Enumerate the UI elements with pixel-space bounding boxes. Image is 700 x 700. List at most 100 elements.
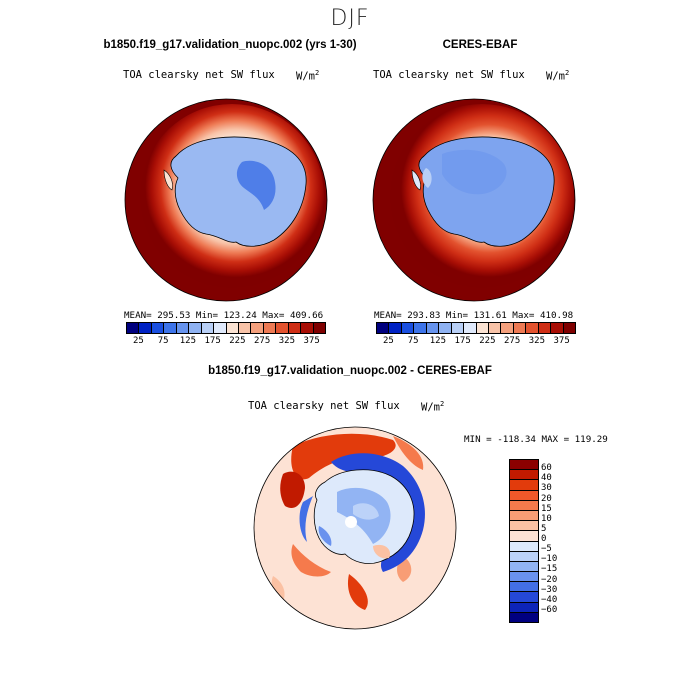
diff-panel-variable-label: TOA clearsky net SW flux xyxy=(248,400,400,412)
panel-2-colorbar-tick-label: 375 xyxy=(553,336,570,346)
diff-colorbar-swatch xyxy=(510,582,538,593)
panel-2-colorbar-tick-label: 175 xyxy=(454,336,471,346)
panel-1-colorbar-tick-label: 275 xyxy=(253,336,271,346)
panel-1-variable-label: TOA clearsky net SW flux xyxy=(123,69,275,81)
panel-1-colorbar-swatch xyxy=(226,323,239,333)
panel-2-map xyxy=(372,98,576,302)
panel-2-colorbar-tick-label: 125 xyxy=(429,336,446,346)
panel-1-colorbar-tick-label: 175 xyxy=(204,336,221,346)
panel-1-colorbar-swatch xyxy=(127,323,140,333)
diff-panel-colorbar xyxy=(509,459,539,623)
diff-panel-map xyxy=(253,426,457,630)
diff-colorbar-swatch xyxy=(510,460,538,471)
diff-colorbar-swatch xyxy=(510,531,538,542)
panel-1-colorbar-swatch xyxy=(238,323,252,333)
panel-1-colorbar-swatch xyxy=(251,323,264,333)
panel-1-colorbar xyxy=(126,322,326,334)
panel-2-colorbar-swatch xyxy=(501,323,514,333)
panel-1-colorbar-swatch xyxy=(288,323,302,333)
diff-colorbar-tick-label: 0 xyxy=(541,534,547,544)
panel-1-colorbar-tick-label: 25 xyxy=(132,336,144,346)
panel-1-colorbar-swatch xyxy=(164,323,177,333)
diff-colorbar-tick-label: 30 xyxy=(541,483,552,494)
panel-2-colorbar-swatch xyxy=(389,323,402,333)
diff-panel-stats: MIN = -118.34 MAX = 119.29 xyxy=(464,434,608,445)
diff-colorbar-swatch xyxy=(510,561,538,573)
panel-1-colorbar-labels: 25 75 125 175 225 275 325 375 xyxy=(126,336,324,348)
panel-1-title: b1850.f19_g17.validation_nuopc.002 (yrs … xyxy=(103,39,357,51)
panel-2-units: W/m2 xyxy=(546,69,570,83)
season-title: DJF xyxy=(330,6,370,31)
panel-2-colorbar-swatch xyxy=(414,323,427,333)
diff-panel-units: W/m2 xyxy=(421,400,445,414)
panel-1-colorbar-tick-label: 225 xyxy=(229,336,246,346)
panel-2-colorbar-swatch xyxy=(401,323,415,333)
panel-1-colorbar-swatch xyxy=(189,323,202,333)
panel-1-map xyxy=(124,98,328,302)
panel-2-colorbar-labels: 25 75 125 175 225 275 325 375 xyxy=(376,336,574,348)
diff-colorbar-swatch xyxy=(510,510,538,522)
panel-2-colorbar-swatch xyxy=(426,323,440,333)
diff-colorbar-swatch xyxy=(510,541,538,552)
panel-2-colorbar-swatch xyxy=(439,323,452,333)
panel-2-colorbar-swatch xyxy=(526,323,539,333)
diff-colorbar-tick-label: −40 xyxy=(541,594,558,605)
diff-colorbar-tick-label: −20 xyxy=(541,574,558,585)
diff-colorbar-tick-label: 5 xyxy=(541,523,547,534)
panel-1-colorbar-tick-label: 75 xyxy=(157,336,169,346)
diff-colorbar-swatch xyxy=(510,521,538,532)
diff-colorbar-swatch xyxy=(510,470,538,481)
panel-2-colorbar-swatch xyxy=(488,323,502,333)
diff-panel-title: b1850.f19_g17.validation_nuopc.002 - CER… xyxy=(208,365,492,377)
diff-colorbar-swatch xyxy=(510,602,538,613)
panel-2-colorbar-tick-label: 25 xyxy=(382,336,394,346)
diff-panel-colorbar-labels: 60 40 30 20 15 10 5 0 −5 −10 −15 −20 −30 −40 −60 xyxy=(541,459,581,621)
diff-colorbar-swatch xyxy=(510,572,538,583)
diff-colorbar-swatch xyxy=(510,480,538,491)
panel-2-colorbar-swatch xyxy=(538,323,552,333)
panel-2-colorbar-tick-label: 225 xyxy=(479,336,496,346)
diff-colorbar-tick-label: −60 xyxy=(541,604,558,615)
diff-colorbar-swatch xyxy=(510,612,538,622)
panel-2-colorbar-swatch xyxy=(551,323,564,333)
panel-1-colorbar-swatch xyxy=(176,323,190,333)
panel-1-colorbar-swatch xyxy=(139,323,152,333)
diff-colorbar-tick-label: −15 xyxy=(541,564,558,575)
panel-1-colorbar-swatch xyxy=(301,323,314,333)
panel-1-colorbar-swatch xyxy=(313,323,325,333)
panel-2-colorbar-swatch xyxy=(451,323,465,333)
panel-1-colorbar-swatch xyxy=(276,323,289,333)
panel-1-colorbar-swatch xyxy=(214,323,227,333)
panel-1-colorbar-swatch xyxy=(201,323,215,333)
diff-colorbar-tick-label: −10 xyxy=(541,554,558,565)
diff-colorbar-swatch xyxy=(510,592,538,603)
panel-2-colorbar-swatch xyxy=(513,323,527,333)
diff-colorbar-tick-label: 15 xyxy=(541,503,552,514)
diff-colorbar-tick-label: −30 xyxy=(541,584,558,595)
panel-1-colorbar-tick-label: 375 xyxy=(303,336,320,346)
diff-colorbar-tick-label: 40 xyxy=(541,473,552,484)
panel-2-colorbar-tick-label: 75 xyxy=(407,336,419,346)
diff-colorbar-tick-label: 60 xyxy=(541,463,552,474)
panel-2-variable-label: TOA clearsky net SW flux xyxy=(373,69,525,81)
diff-colorbar-tick-label: 20 xyxy=(541,493,552,504)
panel-2-colorbar-swatch xyxy=(476,323,489,333)
panel-2-colorbar-tick-label: 275 xyxy=(503,336,521,346)
panel-1-units: W/m2 xyxy=(296,69,320,83)
panel-2-colorbar-swatch xyxy=(563,323,575,333)
panel-2-colorbar-tick-label: 325 xyxy=(528,336,545,346)
panel-1-colorbar-tick-label: 325 xyxy=(278,336,295,346)
panel-1-interior-low xyxy=(236,160,276,210)
panel-2-colorbar xyxy=(376,322,576,334)
panel-2-colorbar-swatch xyxy=(377,323,390,333)
diff-colorbar-tick-label: −5 xyxy=(541,544,552,555)
panel-1-colorbar-tick-label: 125 xyxy=(179,336,196,346)
diff-colorbar-swatch xyxy=(510,551,538,562)
panel-1-colorbar-swatch xyxy=(151,323,165,333)
diff-colorbar-swatch xyxy=(510,500,538,511)
panel-2-stats: MEAN= 293.83 Min= 131.61 Max= 410.98 xyxy=(374,310,574,321)
panel-1-stats: MEAN= 295.53 Min= 123.24 Max= 409.66 xyxy=(124,310,324,321)
diff-colorbar-tick-label: 10 xyxy=(541,513,552,524)
panel-2-title: CERES-EBAF xyxy=(442,39,518,51)
panel-1-antarctica xyxy=(170,136,307,247)
